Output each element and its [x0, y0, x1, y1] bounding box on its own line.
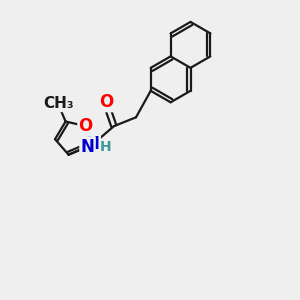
- Text: O: O: [99, 93, 114, 111]
- Text: H: H: [100, 140, 112, 154]
- Text: N: N: [81, 138, 94, 156]
- Text: N: N: [86, 135, 100, 153]
- Text: O: O: [79, 117, 93, 135]
- Text: CH₃: CH₃: [43, 96, 74, 111]
